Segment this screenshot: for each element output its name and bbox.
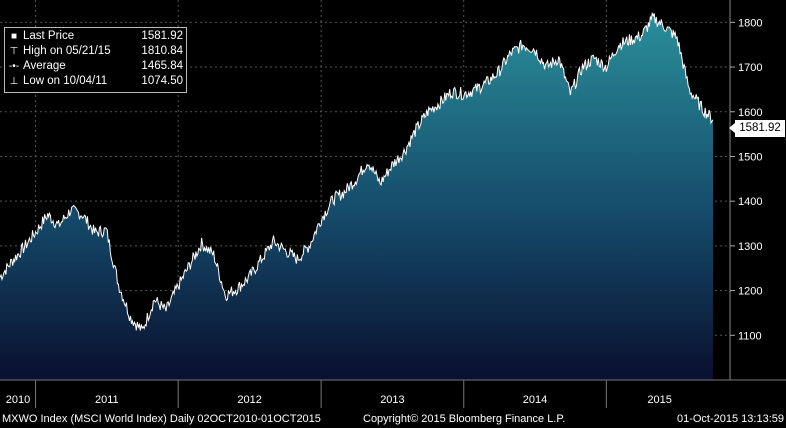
legend-label: High on 05/21/15 xyxy=(23,45,111,57)
legend-value: 1581.92 xyxy=(141,30,183,42)
legend-value: 1465.84 xyxy=(141,60,183,72)
legend-label: Last Price xyxy=(23,30,75,42)
footer-bar: MXWO Index (MSCI World Index) Daily 02OC… xyxy=(0,410,786,428)
y-tick-label: 1200 xyxy=(738,286,762,298)
footer-timestamp: 01-Oct-2015 13:13:59 xyxy=(676,413,784,425)
y-tick-label: 1500 xyxy=(738,151,762,163)
x-tick-label: 2010 xyxy=(6,394,30,406)
legend-label: Low on 10/04/11 xyxy=(23,75,108,87)
price-line xyxy=(0,11,714,331)
high-marker-icon: ⊤ xyxy=(9,46,19,57)
average-line-icon: -•- xyxy=(8,61,20,72)
low-marker-icon: ⊥ xyxy=(9,76,19,87)
footer-ticker-info: MXWO Index (MSCI World Index) Daily 02OC… xyxy=(2,413,321,425)
legend: ■ Last Price 1581.92 ⊤ High on 05/21/15 … xyxy=(4,27,187,93)
legend-value: 1074.50 xyxy=(141,75,183,87)
legend-item-low: ⊥ Low on 10/04/11 1074.50 xyxy=(5,74,186,89)
legend-item-average: -•- Average 1465.84 xyxy=(5,59,186,74)
legend-label: Average xyxy=(23,60,66,72)
y-tick-label: 1100 xyxy=(738,330,762,342)
last-price-tag: 1581.92 xyxy=(729,120,785,137)
x-tick-label: 2012 xyxy=(237,394,261,406)
x-tick-label: 2013 xyxy=(380,394,404,406)
y-tick-label: 1300 xyxy=(738,241,762,253)
x-tick-label: 2011 xyxy=(95,394,119,406)
x-tick-label: 2015 xyxy=(647,394,671,406)
legend-value: 1810.84 xyxy=(141,45,183,57)
legend-item-last-price: ■ Last Price 1581.92 xyxy=(5,29,186,44)
x-tick-label: 2014 xyxy=(523,394,547,406)
legend-item-high: ⊤ High on 05/21/15 1810.84 xyxy=(5,44,186,59)
y-tick-label: 1700 xyxy=(738,62,762,74)
footer-copyright: Copyright© 2015 Bloomberg Finance L.P. xyxy=(363,413,566,425)
y-tick-label: 1600 xyxy=(738,107,762,119)
y-tick-label: 1400 xyxy=(738,196,762,208)
y-tick-label: 1800 xyxy=(738,17,762,29)
square-icon: ■ xyxy=(10,31,18,42)
